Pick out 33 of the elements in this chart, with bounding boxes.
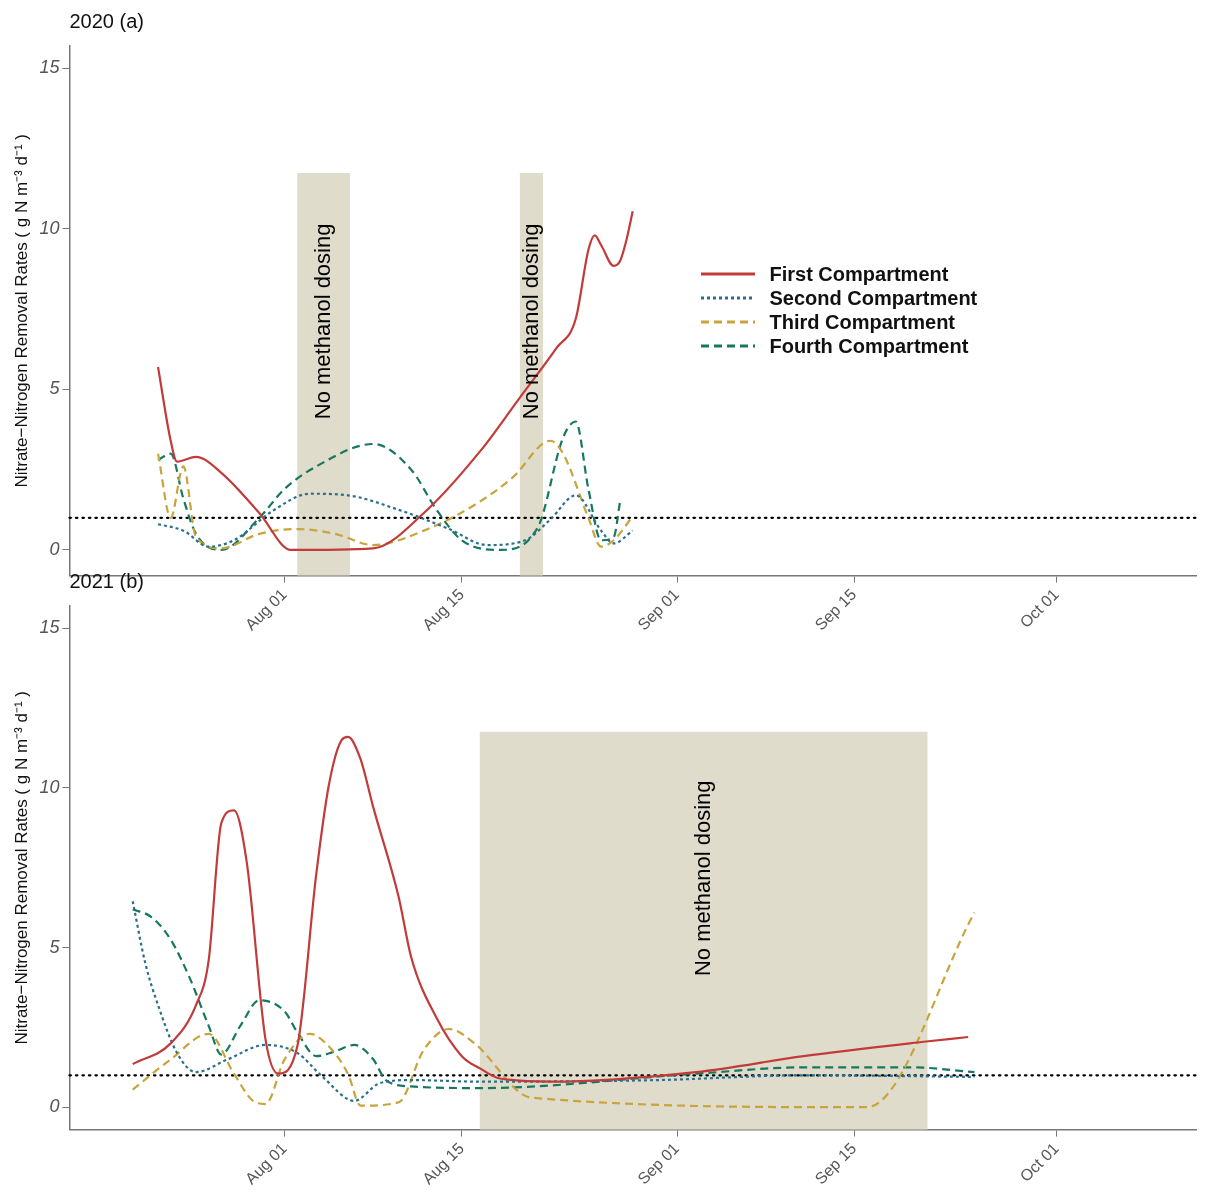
y-tick-label: 10: [39, 776, 60, 797]
y-tick-label: 5: [49, 378, 61, 399]
x-tick-label: Aug 01: [241, 1139, 290, 1188]
chart-title: 2021 (b): [69, 570, 144, 592]
y-tick-label: 15: [39, 617, 61, 638]
chart-title: 2020 (a): [69, 10, 144, 32]
x-tick-label: Aug 01: [241, 585, 290, 634]
line-series: [131, 735, 970, 1083]
x-tick-label: Sep 01: [634, 1139, 683, 1188]
y-tick-label: 0: [49, 1096, 60, 1117]
y-tick-label: 0: [49, 538, 60, 559]
legend-label: Second Compartment: [769, 286, 978, 310]
line-series: [156, 439, 634, 550]
x-tick-label: Aug 15: [419, 1139, 468, 1188]
line-series: [156, 492, 634, 548]
y-tick-label: 15: [39, 57, 61, 78]
legend-label: Fourth Compartment: [769, 334, 969, 358]
x-tick-label: Oct 01: [1016, 585, 1063, 631]
x-tick-label: Aug 15: [419, 585, 468, 634]
x-tick-label: Sep 01: [634, 585, 683, 634]
legend-label: Third Compartment: [769, 310, 956, 334]
legend-label: First Compartment: [769, 262, 949, 286]
y-axis-title: Nitrate−Nitrogen Removal Rates ( g N m⁻³ d⁻¹ ): [11, 691, 31, 1045]
x-tick-label: Oct 01: [1016, 1139, 1063, 1185]
line-series: [156, 210, 634, 551]
x-tick-label: Sep 15: [811, 585, 860, 634]
y-tick-label: 5: [49, 936, 61, 957]
y-tick-label: 10: [39, 217, 60, 238]
y-axis-title: Nitrate−Nitrogen Removal Rates ( g N m⁻³ d⁻¹ ): [11, 134, 31, 488]
band-label: No methanol dosing: [517, 223, 543, 420]
band-label: No methanol dosing: [309, 223, 335, 420]
x-tick-label: Sep 15: [811, 1139, 860, 1188]
band-label: No methanol dosing: [689, 780, 715, 977]
